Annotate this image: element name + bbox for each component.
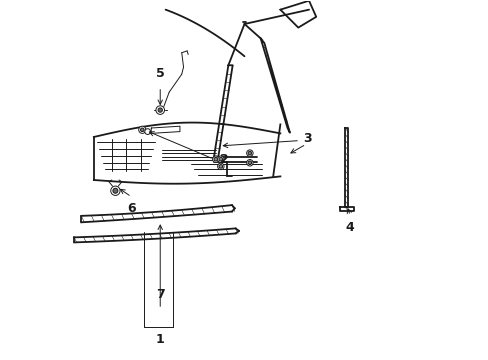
Circle shape xyxy=(246,159,253,166)
Circle shape xyxy=(246,150,253,156)
Circle shape xyxy=(247,161,251,165)
Circle shape xyxy=(140,128,144,132)
Circle shape xyxy=(219,165,222,168)
Circle shape xyxy=(217,163,224,170)
Text: 2: 2 xyxy=(220,153,228,166)
Circle shape xyxy=(214,157,217,161)
Circle shape xyxy=(156,106,164,114)
Circle shape xyxy=(219,157,222,161)
Text: 5: 5 xyxy=(156,67,164,80)
Circle shape xyxy=(217,156,224,162)
Circle shape xyxy=(110,186,120,195)
Circle shape xyxy=(247,151,251,155)
Circle shape xyxy=(139,126,145,134)
Text: 4: 4 xyxy=(345,221,354,234)
Circle shape xyxy=(212,156,219,162)
Circle shape xyxy=(113,188,118,193)
Text: 6: 6 xyxy=(127,202,136,215)
Circle shape xyxy=(158,108,162,112)
Text: 7: 7 xyxy=(156,288,164,301)
Text: 1: 1 xyxy=(156,333,164,346)
Circle shape xyxy=(144,129,150,134)
Text: 3: 3 xyxy=(303,132,312,145)
